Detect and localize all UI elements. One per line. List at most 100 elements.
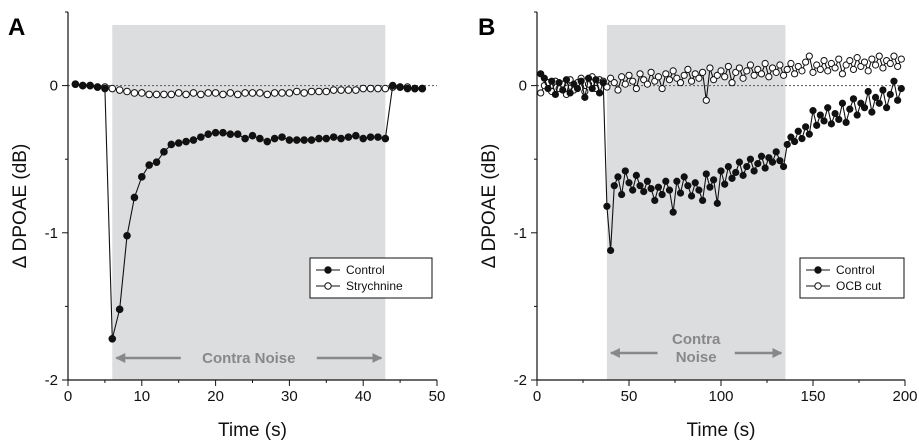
data-point [86,81,94,90]
data-point [374,84,382,93]
data-point [418,84,427,93]
data-point [779,71,788,79]
data-point [680,173,688,181]
data-point [307,136,316,144]
data-point [783,140,791,149]
data-point [540,74,548,82]
data-point [573,84,582,93]
data-point [684,65,692,74]
data-point [673,177,681,185]
data-point [754,160,762,168]
data-point [381,84,390,93]
data-point [636,70,644,78]
data-point [665,76,674,84]
data-point [566,89,574,97]
legend-label: Strychnine [346,279,403,293]
data-point [897,55,905,63]
x-axis-title: Time (s) [687,420,756,441]
data-point [706,64,714,72]
data-point [853,111,861,119]
data-point [315,87,323,96]
data-point [820,56,828,65]
x-tick-label: 0 [533,388,541,405]
data-point [204,89,213,97]
data-point [654,183,663,191]
x-tick-label: 0 [64,388,72,405]
y-tick-label: -1 [514,225,527,242]
data-point [292,87,301,96]
data-point [226,89,235,97]
data-point [687,77,696,85]
data-point [662,177,670,185]
data-point [684,182,692,190]
data-point [182,90,190,99]
data-point [860,58,869,66]
data-point [735,158,744,166]
x-tick-label: 30 [281,388,298,405]
data-point [366,133,375,141]
data-point [894,62,902,71]
legend-label: Control [346,263,385,277]
data-point [768,158,777,166]
data-point [846,105,854,113]
data-point [256,134,264,143]
data-point [662,70,670,78]
x-tick-label: 40 [355,388,372,405]
data-point [381,134,390,143]
contra-noise-label: Contra Noise [672,331,721,366]
data-point [621,167,629,175]
data-point [835,115,843,124]
legend-item: Strychnine [316,279,403,293]
data-point [629,186,637,194]
data-point [551,90,560,99]
data-point [263,137,272,146]
data-point [537,89,545,97]
data-point [292,136,301,144]
data-point [750,167,758,175]
x-tick-label: 100 [708,388,733,405]
data-point [827,120,836,128]
data-point [625,71,633,79]
data-point [160,148,168,156]
data-point [233,90,242,99]
data-point [544,84,552,93]
data-point [101,84,109,93]
data-point [695,186,703,194]
data-point [706,183,714,191]
data-point [886,90,894,99]
legend-marker [324,282,332,290]
data-point [241,89,249,97]
data-point [167,90,176,99]
data-point [791,137,799,146]
data-point [798,67,806,75]
data-point [820,117,828,125]
data-point [610,79,618,87]
data-point [897,84,905,93]
data-point [724,162,732,171]
data-point [322,87,331,96]
data-point [174,89,183,97]
data-point [278,89,286,97]
data-point [636,182,644,190]
data-point [285,89,294,97]
x-tick-label: 150 [800,388,825,405]
panel-a-chart: A Contra Noise 0 10 20 30 40 50 0 -1 -2 Time (s)… [8,11,445,441]
data-point [555,79,563,87]
panel-b-chart: B Contra Noise 0 50 100 150 200 0 -1 -2 Time (s)… [478,11,918,441]
x-tick-label: 200 [892,388,917,405]
legend-label: OCB cut [836,279,882,293]
data-point [285,136,294,144]
data-point [831,109,839,118]
data-point [115,305,124,314]
legend-box [799,257,905,299]
data-point [211,89,220,97]
data-point [584,74,593,82]
data-point [838,70,847,78]
data-point [204,130,213,138]
data-point [643,177,652,185]
x-tick-label: 10 [133,388,150,405]
data-point [138,89,146,97]
data-point [618,73,626,81]
data-point [846,56,854,65]
